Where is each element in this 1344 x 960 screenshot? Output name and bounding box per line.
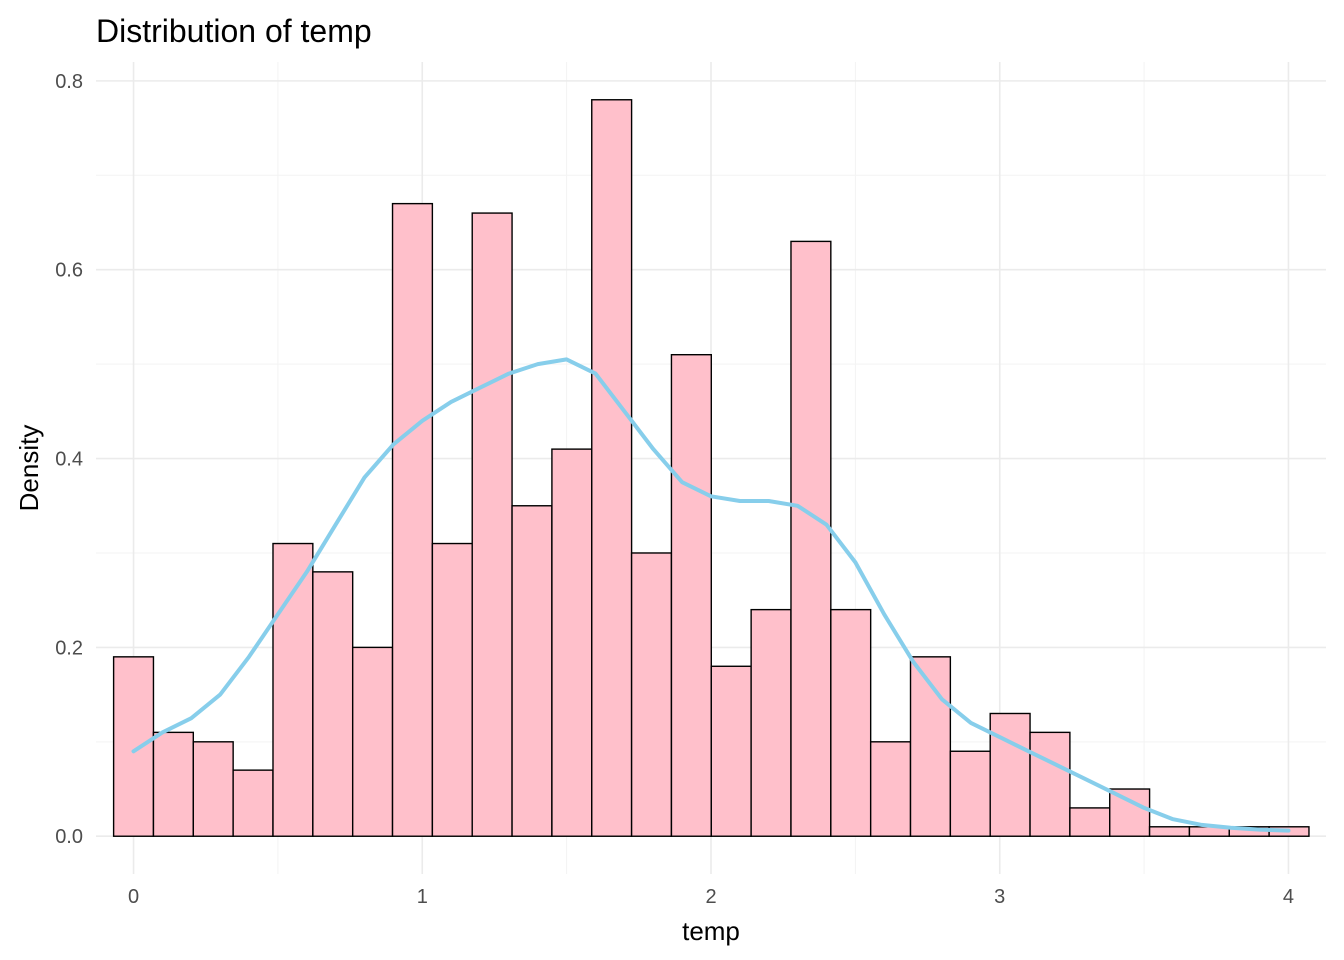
histogram-bar bbox=[312, 571, 354, 837]
histogram-bar bbox=[949, 750, 991, 837]
histogram-bar bbox=[551, 448, 593, 837]
histogram-bar bbox=[591, 99, 633, 837]
density-curve bbox=[131, 357, 1291, 833]
histogram-bar bbox=[152, 731, 195, 837]
histogram-bar bbox=[670, 353, 712, 837]
y-tick-label: 0.4 bbox=[55, 449, 83, 471]
histogram-bar bbox=[431, 542, 473, 837]
histogram-bar bbox=[272, 542, 314, 837]
histogram-bar bbox=[511, 505, 553, 837]
histogram-bar bbox=[192, 741, 234, 837]
histogram-bar bbox=[232, 769, 274, 837]
y-tick-label: 0.0 bbox=[55, 826, 83, 848]
histogram-bar bbox=[1148, 826, 1191, 837]
y-axis-label: Density bbox=[14, 425, 44, 512]
histogram-bar bbox=[1109, 788, 1151, 837]
x-tick-label: 4 bbox=[1283, 886, 1294, 908]
y-tick-label: 0.8 bbox=[55, 71, 83, 93]
histogram-bar bbox=[710, 665, 752, 837]
x-tick-label: 3 bbox=[994, 886, 1005, 908]
histogram-bar bbox=[391, 202, 434, 837]
y-tick-label: 0.2 bbox=[55, 637, 83, 659]
x-tick-label: 1 bbox=[417, 886, 428, 908]
histogram-bar bbox=[989, 712, 1031, 837]
histogram-bar bbox=[750, 608, 792, 837]
histogram-bar bbox=[630, 552, 673, 837]
bars-layer bbox=[112, 99, 1310, 837]
histogram-bar bbox=[869, 741, 912, 837]
chart-title: Distribution of temp bbox=[96, 13, 372, 49]
x-tick-label: 0 bbox=[128, 886, 139, 908]
histogram-bar bbox=[471, 212, 513, 837]
histogram-bar bbox=[1029, 731, 1071, 837]
ticks-layer: 0 1 2 3 4 0.0 0.2 0.4 0.6 0.8 bbox=[55, 71, 1294, 908]
histogram-bar bbox=[1069, 807, 1111, 837]
histogram-bar bbox=[790, 240, 832, 837]
y-tick-label: 0.6 bbox=[55, 260, 83, 282]
x-tick-label: 2 bbox=[705, 886, 716, 908]
histogram-bar bbox=[351, 646, 394, 837]
curve-layer bbox=[131, 357, 1291, 833]
histogram-bar bbox=[112, 656, 155, 837]
x-axis-label: temp bbox=[682, 916, 740, 946]
histogram-bar bbox=[830, 608, 872, 837]
